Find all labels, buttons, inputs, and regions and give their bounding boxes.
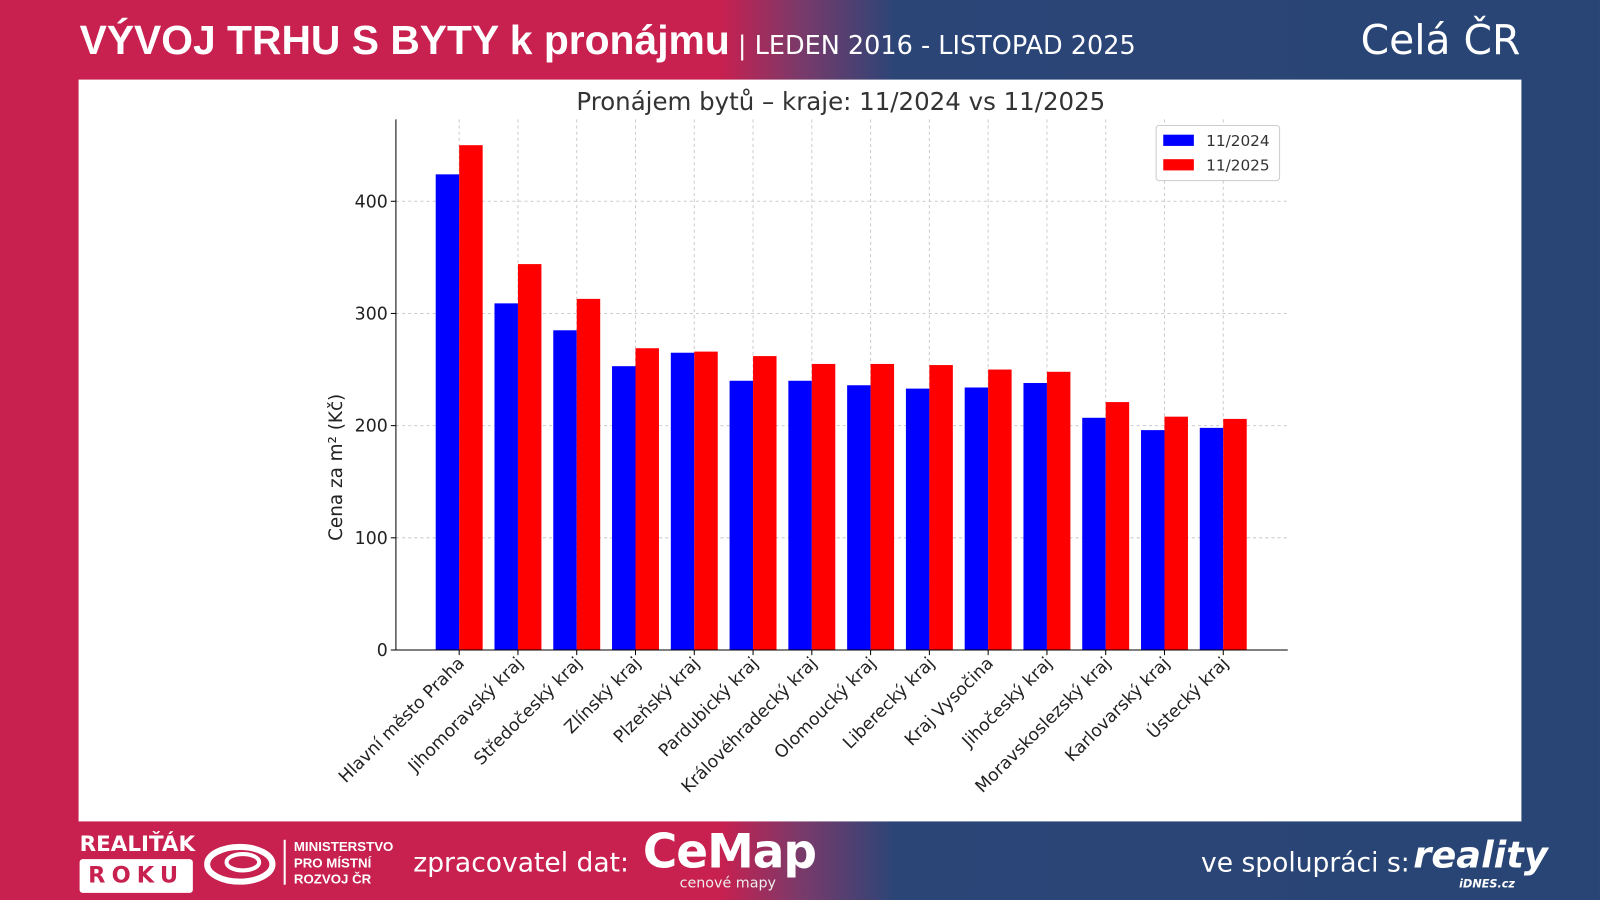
- bar-11-2025: [517, 264, 542, 650]
- header: VÝVOJ TRHU S BYTY k pronájmu | LEDEN 201…: [80, 18, 1136, 63]
- page-title: VÝVOJ TRHU S BYTY k pronájmu: [79, 18, 730, 64]
- bar-11-2024: [670, 352, 695, 650]
- region-label: Celá ČR: [1360, 17, 1521, 65]
- bar-11-2025: [811, 363, 836, 650]
- bar-11-2025: [1223, 418, 1247, 650]
- legend: 11/2024 11/2025: [1155, 124, 1281, 182]
- bar-11-2025: [988, 369, 1012, 650]
- bar-11-2025: [1046, 371, 1071, 650]
- ministry-text: MINISTERSTVO PRO MÍSTNÍ ROZVOJ ČR: [294, 839, 394, 888]
- cemap-logo: CeMap: [642, 823, 817, 879]
- x-tick-label: Olomoucký kraj: [771, 654, 880, 763]
- bar-11-2024: [612, 366, 636, 650]
- processor-label: zpracovatel dat:: [413, 847, 629, 879]
- bar-11-2025: [753, 356, 777, 650]
- bar-11-2025: [870, 363, 895, 650]
- bar-11-2025: [694, 351, 718, 650]
- y-tick-label: 200: [355, 417, 388, 437]
- y-tick-label: 300: [355, 305, 388, 325]
- bar-11-2024: [435, 174, 460, 650]
- bar-11-2024: [1082, 417, 1106, 650]
- bar-chart: Pronájem bytů – kraje: 11/2024 vs 11/202…: [326, 87, 1288, 797]
- reality-logo: reality: [1413, 834, 1548, 877]
- legend-label-2024: 11/2024: [1206, 132, 1270, 150]
- chart-panel: Pronájem bytů – kraje: 11/2024 vs 11/202…: [78, 79, 1522, 822]
- bar-11-2025: [576, 298, 601, 650]
- bar-11-2024: [964, 387, 989, 650]
- bar-11-2024: [847, 385, 871, 650]
- ministry-line: ROZVOJ ČR: [293, 871, 372, 887]
- legend-label-2025: 11/2025: [1206, 156, 1270, 174]
- bar-11-2025: [1164, 416, 1188, 650]
- chart-title: Pronájem bytů – kraje: 11/2024 vs 11/202…: [576, 87, 1105, 116]
- bar-11-2024: [905, 388, 930, 650]
- partner-label: ve spolupráci s:: [1201, 847, 1410, 879]
- bar-11-2024: [1023, 383, 1047, 650]
- bar-11-2024: [1141, 430, 1165, 650]
- bar-11-2024: [788, 380, 812, 650]
- bar-11-2024: [1199, 427, 1224, 650]
- bar-11-2024: [729, 380, 754, 650]
- award-line2: ROKU: [79, 859, 193, 893]
- award-line1: REALIŤÁK: [79, 831, 196, 857]
- ministry-logo-icon: [204, 843, 276, 885]
- cemap-subtitle: cenové mapy: [679, 875, 777, 892]
- bar-11-2024: [553, 330, 577, 650]
- x-tick-label: Pardubický kraj: [655, 654, 763, 762]
- y-tick-label: 100: [355, 529, 388, 549]
- y-tick-label: 400: [355, 192, 388, 212]
- date-range: | LEDEN 2016 - LISTOPAD 2025: [737, 30, 1136, 61]
- x-tick-label: Středočeský kraj: [471, 654, 587, 770]
- legend-swatch-2024: [1163, 134, 1194, 146]
- legend-swatch-2025: [1163, 159, 1194, 171]
- x-tick-label: Karlovarský kraj: [1062, 654, 1174, 766]
- bar-11-2025: [635, 348, 659, 650]
- bar-11-2025: [459, 145, 483, 650]
- divider: [283, 839, 286, 885]
- bar-11-2025: [929, 365, 953, 650]
- bar-11-2025: [1105, 402, 1130, 650]
- reality-logo-sub: iDNES.cz: [1459, 877, 1515, 891]
- y-tick-label: 0: [377, 641, 388, 661]
- bar-11-2024: [494, 303, 518, 650]
- y-axis-label: Cena za m² (Kč): [326, 394, 347, 541]
- ministry-line: PRO MÍSTNÍ: [293, 855, 372, 871]
- ministry-line: MINISTERSTVO: [293, 838, 394, 855]
